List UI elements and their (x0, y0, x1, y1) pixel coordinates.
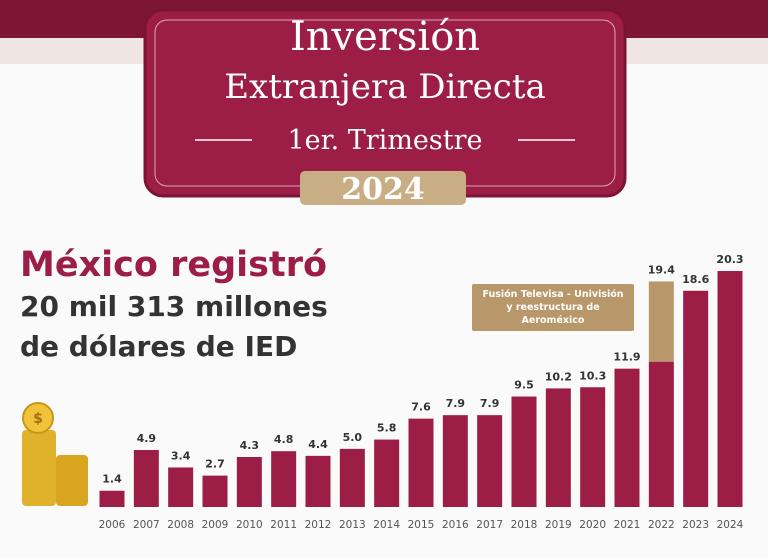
value-label: 10.3 (579, 369, 606, 382)
x-tick-label: 2012 (305, 519, 332, 531)
bar (545, 388, 571, 507)
bar (339, 448, 365, 507)
x-tick-label: 2016 (442, 519, 469, 531)
title: Inversión (290, 14, 480, 60)
x-tick-label: 2018 (511, 519, 538, 531)
bar (271, 451, 297, 507)
bar (648, 361, 674, 507)
value-label: 19.4 (648, 263, 675, 276)
bar (442, 415, 468, 507)
bar (202, 475, 228, 507)
bar (683, 290, 709, 507)
x-tick-label: 2009 (202, 519, 229, 531)
bar (374, 439, 400, 507)
headline: de dólares de IED (20, 330, 297, 363)
year: 2024 (341, 172, 425, 207)
bar (168, 467, 194, 507)
subtitle: 1er. Trimestre (288, 125, 483, 156)
bar (648, 281, 674, 362)
x-tick-label: 2017 (476, 519, 503, 531)
headline: México registró (20, 245, 327, 285)
value-label: 7.9 (480, 397, 500, 410)
value-label: 4.9 (137, 432, 157, 445)
bar (580, 387, 606, 507)
x-tick-label: 2023 (682, 519, 709, 531)
value-label: 5.8 (377, 422, 397, 435)
bar (717, 271, 743, 507)
coins-icon: $ (22, 402, 88, 506)
x-tick-label: 2019 (545, 519, 572, 531)
x-tick-label: 2013 (339, 519, 366, 531)
x-tick-label: 2011 (270, 519, 297, 531)
annotation: Fusión Televisa - Univisión y reestructu… (472, 284, 634, 331)
value-label: 7.6 (411, 401, 431, 414)
value-label: 7.9 (446, 397, 466, 410)
value-label: 4.4 (308, 438, 328, 451)
bar (236, 457, 262, 507)
bar (511, 396, 537, 507)
value-label: 10.2 (545, 370, 572, 383)
year-badge (300, 171, 466, 205)
x-tick-label: 2008 (167, 519, 194, 531)
x-tick-label: 2021 (614, 519, 641, 531)
value-label: 20.3 (716, 253, 743, 266)
x-tick-label: 2020 (579, 519, 606, 531)
bar (477, 415, 503, 507)
value-label: 9.5 (514, 379, 534, 392)
x-tick-label: 2014 (373, 519, 400, 531)
bar (133, 450, 159, 507)
value-label: 5.0 (343, 431, 363, 444)
title: Extranjera Directa (224, 67, 546, 107)
bar (408, 418, 434, 507)
value-label: 4.8 (274, 433, 294, 446)
value-label: 3.4 (171, 449, 191, 462)
bar (614, 368, 640, 507)
svg-text:$: $ (33, 411, 43, 427)
value-label: 1.4 (102, 473, 122, 486)
bar (305, 455, 331, 507)
value-label: 2.7 (205, 458, 225, 471)
x-tick-label: 2010 (236, 519, 263, 531)
x-tick-label: 2015 (408, 519, 435, 531)
x-tick-label: 2007 (133, 519, 160, 531)
value-label: 11.9 (613, 351, 640, 364)
x-tick-label: 2024 (717, 519, 744, 531)
headline: 20 mil 313 millones (20, 290, 328, 323)
bar (99, 490, 125, 507)
x-tick-label: 2022 (648, 519, 675, 531)
value-label: 4.3 (240, 439, 260, 452)
x-tick-label: 2006 (99, 519, 126, 531)
value-label: 18.6 (682, 273, 709, 286)
